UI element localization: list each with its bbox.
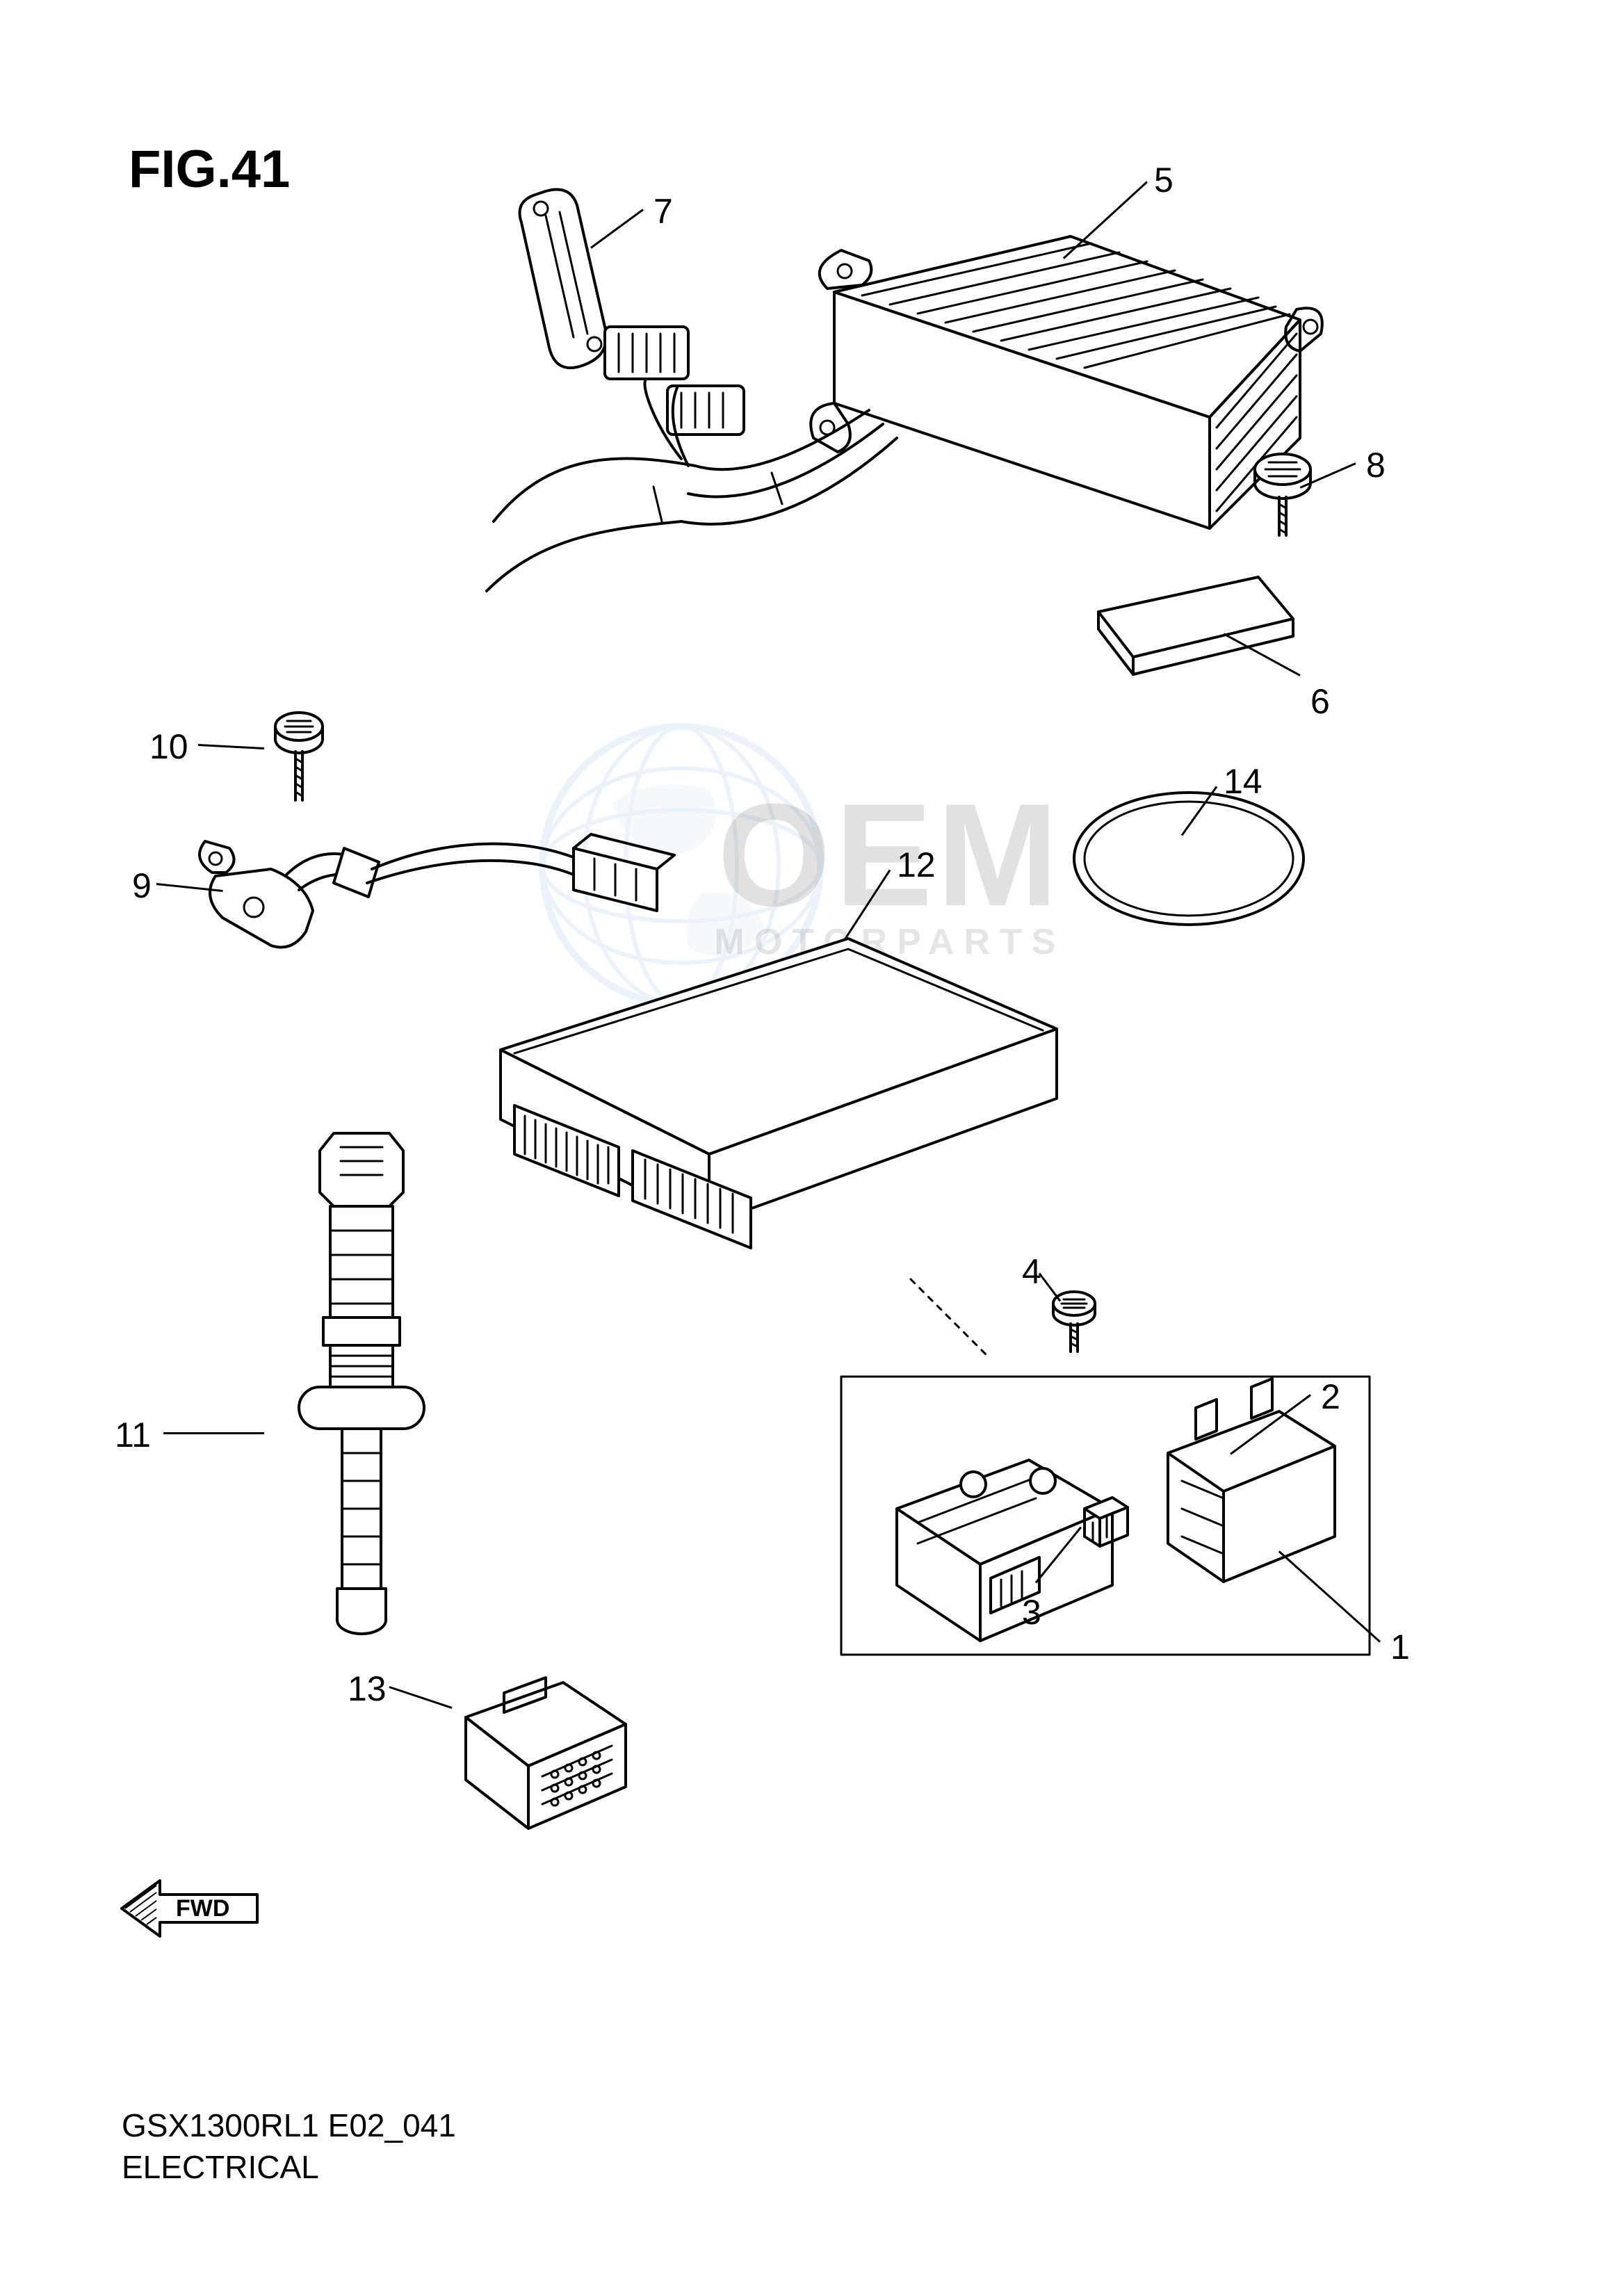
callout-7: 7 <box>653 191 673 232</box>
callout-1: 1 <box>1390 1627 1410 1667</box>
callout-5: 5 <box>1154 160 1174 200</box>
part-6-pad <box>1085 570 1307 709</box>
callout-3: 3 <box>1022 1592 1041 1632</box>
callout-10: 10 <box>149 727 188 767</box>
footer-section: ELECTRICAL <box>122 2148 319 2186</box>
callout-6: 6 <box>1310 681 1330 722</box>
assembly-leader <box>904 1272 1008 1377</box>
callout-13: 13 <box>348 1669 387 1709</box>
leader-11 <box>163 1432 264 1434</box>
part-13-connector <box>445 1655 647 1835</box>
part-14-o-ring <box>1064 775 1314 942</box>
callout-9: 9 <box>132 866 152 906</box>
part-8-bolt <box>1244 445 1349 556</box>
figure-title: FIG.41 <box>129 139 290 200</box>
callout-12: 12 <box>897 845 936 885</box>
callout-4: 4 <box>1022 1251 1041 1292</box>
part-12-ecu <box>459 897 1085 1258</box>
callout-2: 2 <box>1321 1377 1340 1417</box>
callout-8: 8 <box>1366 445 1386 485</box>
part-11-ignition-coil <box>264 1126 445 1641</box>
fwd-label: FWD <box>176 1895 229 1922</box>
diagram-page: FIG.41 OEM MOTORPARTS <box>0 0 1624 2295</box>
callout-11: 11 <box>115 1415 151 1455</box>
leader-13 <box>389 1686 453 1709</box>
callout-14: 14 <box>1224 761 1262 802</box>
footer-model: GSX1300RL1 E02_041 <box>122 2107 456 2144</box>
leader-10 <box>198 744 264 749</box>
fwd-badge: FWD <box>115 1870 268 1947</box>
part-1-relay-group <box>834 1349 1377 1682</box>
